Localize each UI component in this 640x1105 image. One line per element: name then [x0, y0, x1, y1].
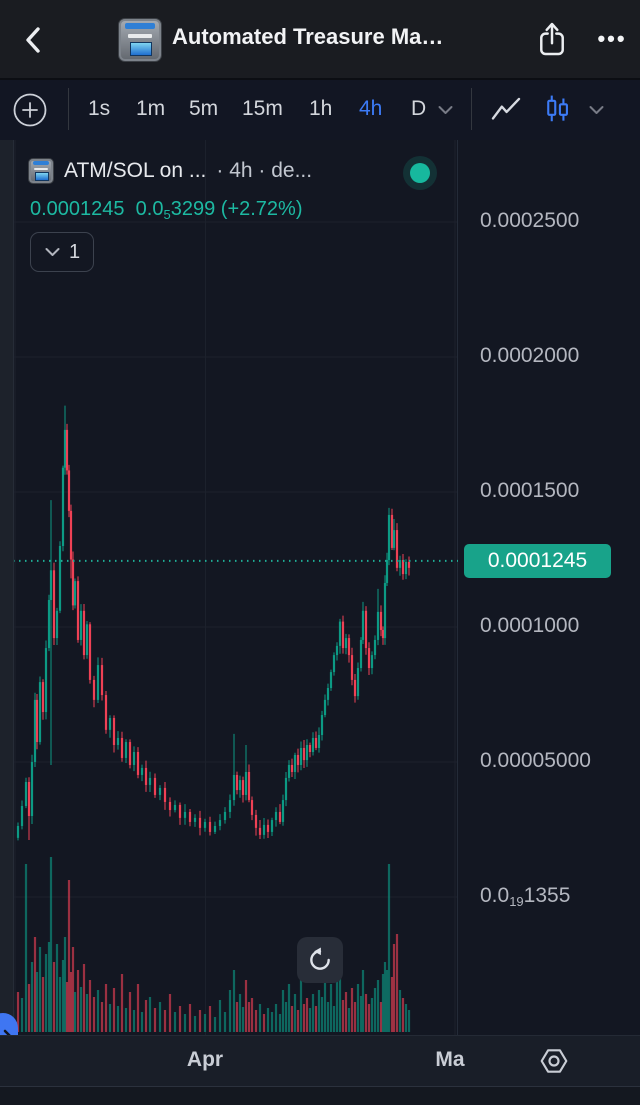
time-axis-label: Apr	[186, 1048, 224, 1071]
line-chart-type-button[interactable]	[486, 96, 526, 122]
price-axis-label: 0.0001000	[480, 614, 580, 637]
time-axis[interactable]: Apr Ma	[0, 1035, 640, 1087]
more-options-button[interactable]: •••	[590, 24, 634, 54]
timeframe-dropdown-button[interactable]	[437, 103, 454, 117]
chart-toolbar: 1s 1m 5m 15m 1h 4h D	[0, 80, 640, 145]
page-title: Automated Treasure Ma…	[172, 24, 444, 49]
atm-machine-icon	[118, 18, 162, 62]
candlestick-icon	[547, 95, 568, 122]
price-axis-label: 0.0191355	[480, 884, 571, 909]
drawing-toolbar-edge	[0, 140, 14, 1105]
symbol-title: ATM/SOL on ...	[64, 159, 207, 182]
chart-type-dropdown-button[interactable]	[588, 103, 605, 117]
timeframe-1h[interactable]: 1h	[309, 97, 333, 120]
timeframe-5m[interactable]: 5m	[189, 97, 219, 120]
timeframe-4h[interactable]: 4h	[359, 97, 383, 120]
bottom-safe-area	[0, 1087, 640, 1105]
indicator-count: 1	[68, 240, 81, 263]
chevron-down-icon	[438, 106, 453, 114]
price-axis-label: 0.0002000	[480, 344, 580, 367]
candlestick-type-button[interactable]	[543, 92, 571, 126]
app-header: Automated Treasure Ma… •••	[0, 0, 640, 80]
price-axis-label: 0.00005000	[480, 749, 591, 772]
symbol-meta: · 4h · de...	[216, 159, 313, 182]
indicator-dropdown[interactable]: 1	[30, 232, 94, 272]
price-axis-label: 0.0002500	[480, 209, 580, 232]
chart-legend[interactable]: ATM/SOL on ... · 4h · de...	[28, 158, 312, 184]
reload-icon	[310, 947, 330, 970]
price-axis-label: 0.0001500	[480, 479, 580, 502]
chart-pane[interactable]: ATM/SOL on ... · 4h · de... 0.0001245 0.…	[0, 140, 640, 1105]
market-status-green-dot	[410, 163, 430, 183]
price-readout: 0.0001245 0.053299 (+2.72%)	[30, 198, 303, 222]
chevron-down-icon	[45, 248, 60, 256]
timeframe-15m[interactable]: 15m	[242, 97, 283, 120]
ellipsis-icon: •••	[597, 26, 627, 51]
plus-circle-icon	[13, 93, 47, 127]
line-chart-icon	[491, 97, 521, 120]
atm-token-icon	[28, 158, 54, 184]
share-button[interactable]	[534, 18, 570, 60]
reset-chart-button[interactable]	[297, 937, 343, 983]
divider	[471, 88, 472, 130]
share-icon	[540, 22, 564, 56]
price-axis[interactable]: 0.0001245 0.0002500 0.0002000 0.0001500 0.0…	[459, 140, 640, 1035]
add-button[interactable]	[12, 92, 48, 128]
timeframe-d[interactable]: D	[411, 97, 427, 120]
price-value: 0.0001245	[30, 198, 125, 220]
timeframe-1m[interactable]: 1m	[136, 97, 166, 120]
back-button[interactable]	[16, 22, 50, 58]
price-chart[interactable]	[0, 140, 459, 1035]
timeframe-1s[interactable]: 1s	[88, 97, 111, 120]
current-price-badge: 0.0001245	[464, 543, 611, 578]
chevron-down-icon	[589, 106, 604, 114]
chevron-left-icon	[26, 27, 40, 53]
divider	[68, 88, 69, 130]
chart-settings-button[interactable]	[538, 1045, 570, 1077]
change-percent: (+2.72%)	[220, 198, 303, 220]
settings-hexagon-icon	[540, 1049, 568, 1073]
time-axis-label: Ma	[435, 1048, 465, 1071]
price-sol-value: 0.053299	[135, 198, 216, 222]
